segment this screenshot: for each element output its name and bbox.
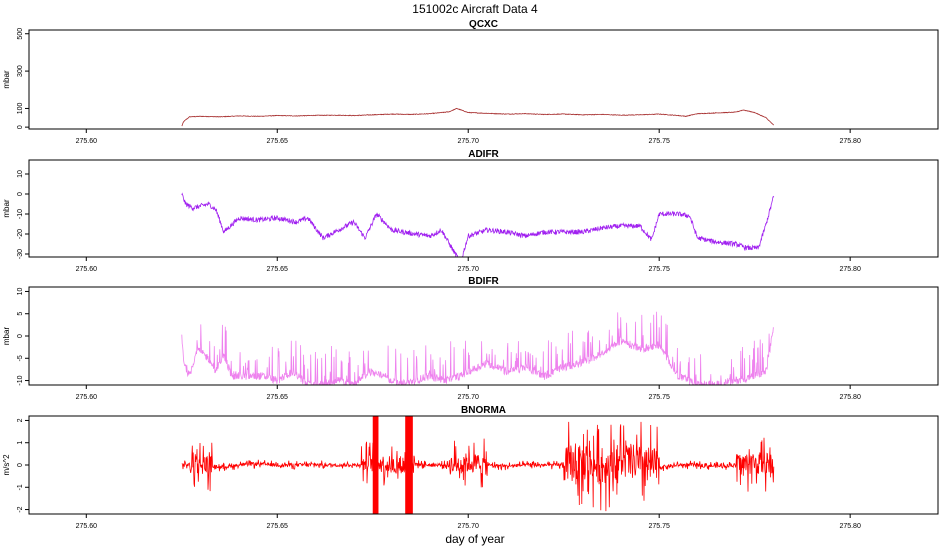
x-tick-label: 275.70: [458, 523, 480, 530]
panel-bdifr: BDIFR mbar -10 -5 0 5 10 275.60 275.65 275.70 275.…: [2, 276, 939, 401]
x-tick-label: 275.70: [458, 394, 480, 401]
x-tick-label: 275.80: [839, 138, 861, 145]
x-tick-label: 275.65: [267, 138, 289, 145]
series-line: [181, 192, 775, 257]
y-axis-label: m/s^2: [2, 454, 11, 476]
panel-title: BDIFR: [468, 276, 499, 287]
panel-adifr: ADIFR mbar -30 -20 -10 0 10 275.60 275.65 275.70 2…: [2, 149, 939, 273]
x-tick-label: 275.60: [76, 394, 98, 401]
plot-frame: [28, 415, 939, 515]
panel-title: ADIFR: [468, 149, 499, 160]
y-axis-label: mbar: [2, 70, 11, 89]
y-tick-label: -5: [17, 355, 24, 361]
y-axis-label: mbar: [2, 327, 11, 346]
panel-bnorma: BNORMA m/s^2 -2 -1 0 1 2 275.60 275.65 275.70 275.…: [2, 405, 939, 530]
y-tick-label: 0: [17, 463, 24, 467]
x-tick-label: 275.65: [267, 523, 289, 530]
x-tick-label: 275.75: [648, 523, 670, 530]
x-tick-label: 275.80: [839, 266, 861, 273]
y-tick-label: -10: [17, 375, 24, 385]
x-tick-label: 275.75: [648, 138, 670, 145]
series-line: [181, 421, 775, 512]
x-tick-label: 275.75: [648, 394, 670, 401]
y-axis-label: mbar: [2, 199, 11, 218]
y-tick-label: 0: [17, 192, 24, 196]
x-tick-label: 275.80: [839, 523, 861, 530]
x-tick-label: 275.70: [458, 266, 480, 273]
y-tick-label: 100: [17, 103, 24, 115]
y-tick-label: -10: [17, 209, 24, 219]
x-tick-label: 275.80: [839, 394, 861, 401]
series-line: [181, 311, 775, 385]
panel-title: BNORMA: [461, 405, 506, 416]
x-tick-label: 275.60: [76, 138, 98, 145]
figure-title: 151002c Aircraft Data 4: [412, 2, 538, 16]
x-tick-label: 275.60: [76, 523, 98, 530]
series-band: [405, 416, 413, 514]
plot-frame: [28, 159, 939, 258]
y-tick-label: 2: [17, 418, 24, 422]
y-tick-label: 300: [17, 65, 24, 77]
x-tick-label: 275.75: [648, 266, 670, 273]
series-line: [181, 107, 775, 127]
y-tick-label: 0: [17, 334, 24, 338]
y-tick-label: -2: [17, 506, 24, 512]
panel-title: QCXC: [469, 19, 498, 30]
x-tick-label: 275.60: [76, 266, 98, 273]
plot-frame: [28, 29, 939, 130]
series-band: [372, 416, 379, 514]
y-tick-label: 10: [17, 170, 24, 178]
y-tick-label: 0: [17, 125, 24, 129]
x-axis-label: day of year: [445, 532, 504, 546]
x-tick-label: 275.65: [267, 266, 289, 273]
panel-qcxc: QCXC mbar 0 100 300 500 275.60 275.65 275.70 275.…: [2, 19, 939, 145]
y-tick-label: 5: [17, 312, 24, 316]
y-tick-label: -20: [17, 229, 24, 239]
plot-frame: [28, 286, 939, 386]
y-tick-label: -1: [17, 484, 24, 490]
x-tick-label: 275.70: [458, 138, 480, 145]
y-tick-label: 1: [17, 441, 24, 445]
y-tick-label: 500: [17, 28, 24, 40]
x-tick-label: 275.65: [267, 394, 289, 401]
y-tick-label: -30: [17, 249, 24, 259]
y-tick-label: 10: [17, 287, 24, 295]
